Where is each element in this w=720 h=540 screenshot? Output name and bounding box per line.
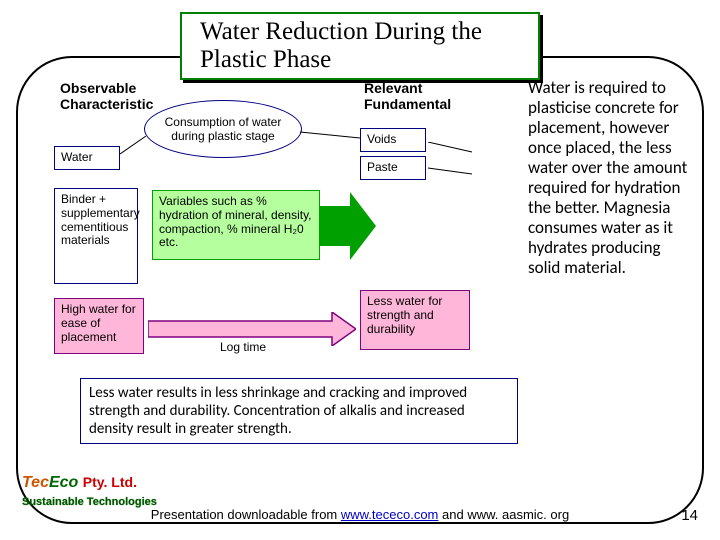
box-high-water-text: High water for ease of placement [61,302,136,344]
header-right-line2: Fundamental [364,96,451,112]
header-left-line2: Characteristic [60,96,153,112]
header-left-line1: Observable [60,80,136,96]
ellipse-consumption: Consumption of water during plastic stag… [144,100,302,158]
logo-eco: Eco [49,474,78,491]
logo-ptyltd: Pty. Ltd. [83,474,137,490]
arrow-green [318,186,378,266]
box-variables-text: Variables such as % hydration of mineral… [159,194,312,249]
box-voids: Voids [360,128,426,152]
footer-link[interactable]: www.tececo.com [341,507,439,522]
caption-box: Less water results in less shrinkage and… [80,378,518,444]
slide-title: Water Reduction During the Plastic Phase [200,18,482,73]
header-relevant: Relevant Fundamental [358,76,498,116]
box-high-water: High water for ease of placement [54,298,144,354]
page-number: 14 [681,507,698,524]
connector-voids-down [424,142,484,232]
box-water-text: Water [61,150,93,164]
footer-prefix: Presentation downloadable from [151,507,341,522]
header-right-line1: Relevant [364,80,422,96]
title-box: Water Reduction During the Plastic Phase [180,12,540,80]
box-binder: Binder + supplementary cementitious mate… [54,188,138,284]
log-time-label: Log time [220,340,266,354]
box-variables: Variables such as % hydration of mineral… [152,190,320,260]
ellipse-consumption-text: Consumption of water during plastic stag… [151,115,295,143]
logo: TecEco Pty. Ltd. Sustainable Technologie… [22,474,157,510]
box-binder-text: Binder + supplementary cementitious mate… [61,192,140,247]
box-less-water: Less water for strength and durability [360,290,470,350]
box-water: Water [54,146,120,170]
footer: Presentation downloadable from www.tecec… [0,507,720,522]
diagram-area: Observable Characteristic Relevant Funda… [40,76,500,366]
footer-suffix: and www. aasmic. org [438,507,569,522]
right-paragraph: Water is required to plasticise concrete… [528,78,696,278]
logo-tec: Tec [22,474,49,491]
box-paste-text: Paste [367,160,398,174]
slide: Water Reduction During the Plastic Phase… [0,0,720,540]
box-voids-text: Voids [367,132,396,146]
box-paste: Paste [360,156,426,180]
box-less-water-text: Less water for strength and durability [367,294,442,336]
connector-water-ellipse [120,132,150,156]
connector-ellipse-voids [300,126,362,144]
caption-text: Less water results in less shrinkage and… [89,384,467,438]
